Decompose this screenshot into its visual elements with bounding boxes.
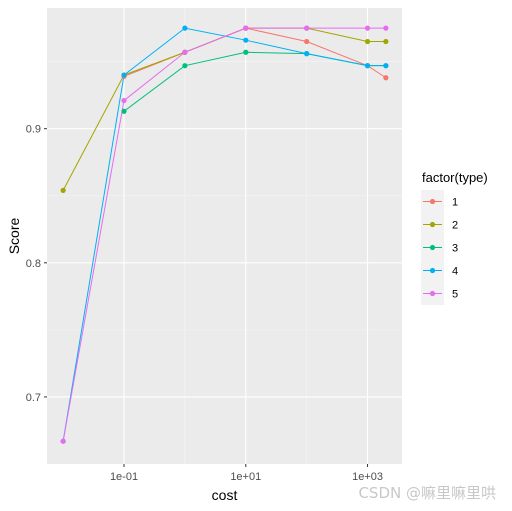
data-point-4: [121, 72, 127, 78]
y-tick-label: 0.9: [26, 124, 41, 136]
legend-point-3: [429, 244, 436, 251]
data-point-5: [364, 25, 371, 31]
data-point-4: [364, 63, 371, 69]
data-point-1: [383, 75, 389, 81]
x-tick-label: 1e-01: [110, 471, 138, 483]
legend-point-1: [429, 198, 436, 205]
x-tick-label: 1e+03: [352, 471, 383, 483]
data-point-3: [182, 63, 188, 69]
data-point-4: [243, 37, 249, 43]
legend-point-4: [429, 267, 436, 274]
legend-title: factor(type): [422, 170, 488, 185]
data-point-5: [304, 25, 310, 31]
legend-point-5: [429, 290, 436, 297]
data-point-4: [304, 51, 310, 57]
axes: 1e-01 1e+01 1e+03 0.7 0.8 0.9: [26, 124, 383, 483]
legend-label-5: 5: [452, 289, 458, 301]
watermark: CSDN @嘛里嘛里哄: [358, 484, 496, 502]
legend-label-3: 3: [452, 243, 458, 255]
y-axis-title: Score: [6, 218, 22, 255]
data-point-3: [243, 49, 249, 55]
legend-label-4: 4: [452, 266, 458, 278]
legend-label-1: 1: [452, 197, 458, 209]
data-point-4: [182, 25, 188, 31]
y-tick-label: 0.8: [26, 258, 41, 270]
data-point-2: [364, 38, 371, 45]
data-point-1: [304, 38, 310, 45]
x-tick-label: 1e+01: [230, 471, 261, 483]
data-point-3: [121, 108, 127, 114]
data-point-5: [243, 25, 249, 31]
data-point-5: [182, 49, 188, 55]
minor-gridlines: [47, 8, 402, 464]
data-point-2: [60, 187, 66, 193]
plot-panel: [47, 8, 402, 464]
series-points: [60, 25, 389, 444]
major-gridlines: [47, 8, 402, 464]
data-point-4: [383, 63, 389, 69]
data-point-5: [60, 438, 66, 444]
data-point-5: [121, 97, 127, 104]
x-axis-title: cost: [212, 487, 238, 503]
data-point-2: [383, 38, 389, 45]
legend-point-2: [429, 221, 436, 228]
legend-label-2: 2: [452, 220, 458, 232]
data-point-5: [383, 25, 389, 31]
y-tick-label: 0.7: [26, 392, 41, 404]
legend: 1 2 3 4 5: [421, 190, 458, 305]
